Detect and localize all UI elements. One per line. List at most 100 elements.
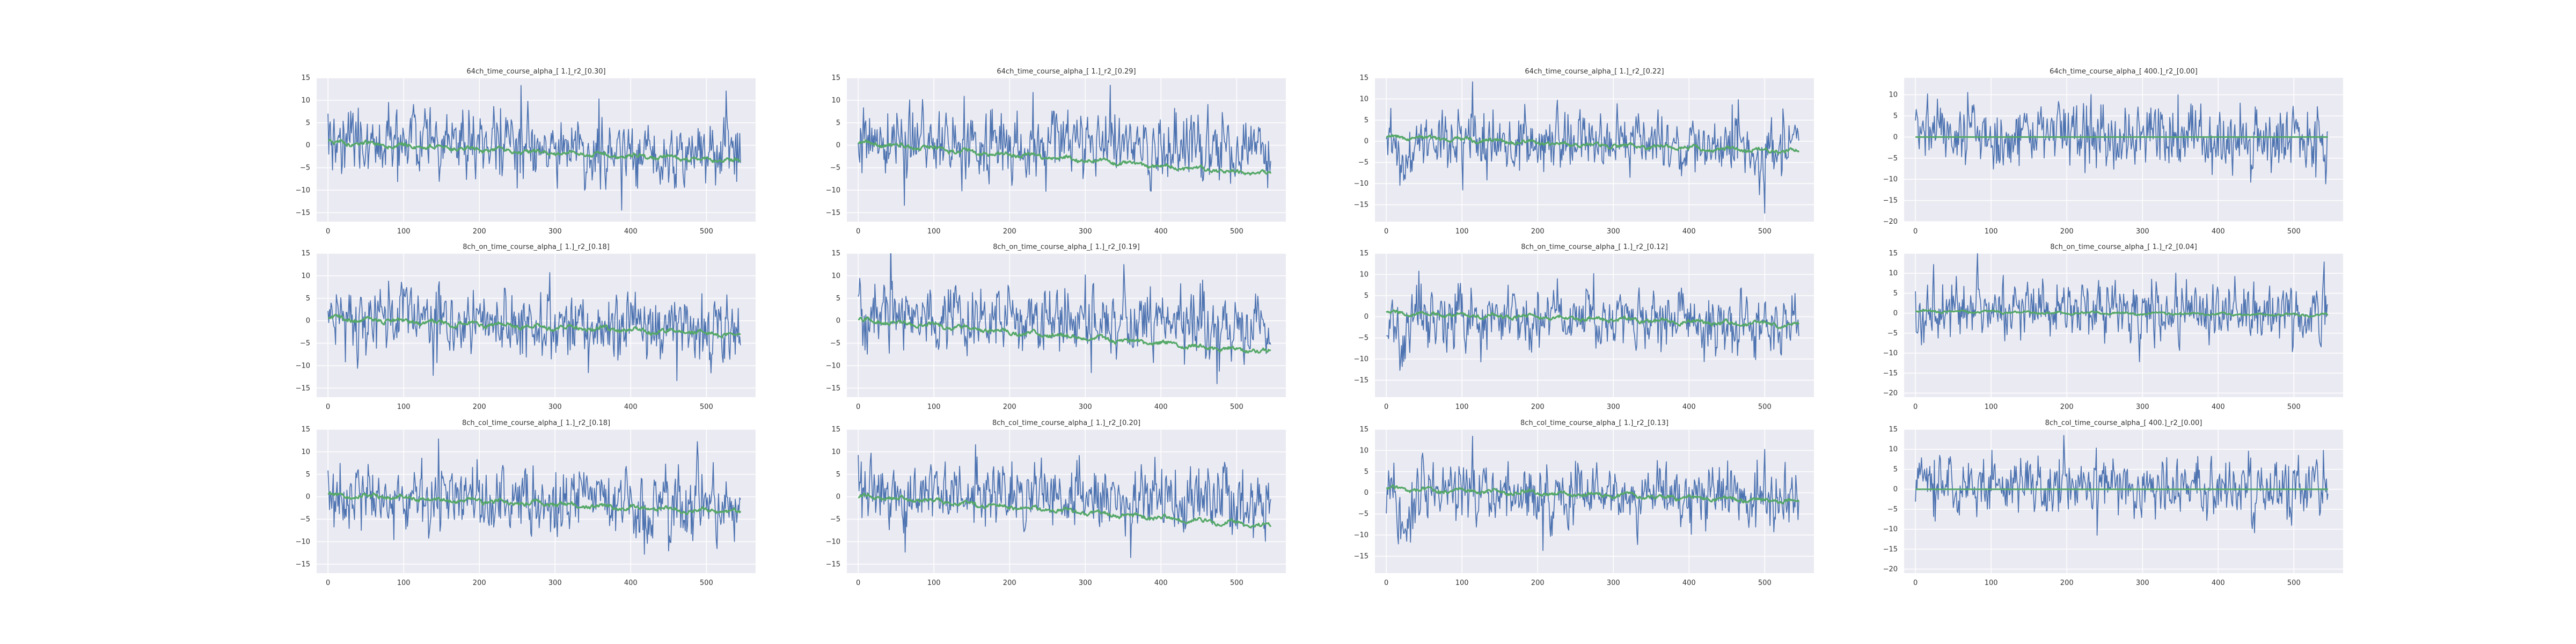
x-tick-label: 200 xyxy=(473,403,486,411)
raw-timecourse-line xyxy=(1386,435,1799,551)
x-tick-label: 200 xyxy=(1003,228,1016,236)
plot-area xyxy=(1904,78,2343,222)
x-tick-label: 500 xyxy=(700,403,713,411)
x-tick-label: 400 xyxy=(624,403,638,411)
x-tick-label: 300 xyxy=(1079,228,1092,236)
y-tick-label: 0 xyxy=(306,142,310,150)
x-tick-label: 100 xyxy=(927,228,941,236)
y-tick-label: 10 xyxy=(1359,270,1368,279)
y-tick-label: 10 xyxy=(1359,447,1368,455)
y-tick-label: 5 xyxy=(836,295,840,303)
x-tick-label: 100 xyxy=(397,403,411,411)
subplot: 0 100 200 300 400 500 15 10 5 0 −5 −10 −15 8ch_col_ti… xyxy=(826,419,1286,587)
subplot: 0 100 200 300 400 500 15 10 5 0 −5 −10 −15 64ch_time_… xyxy=(1354,68,1814,236)
y-tick-label: 15 xyxy=(831,74,840,82)
y-tick-label: 5 xyxy=(1364,468,1368,476)
x-tick-label: 200 xyxy=(1003,579,1016,587)
fitted-timecourse-line xyxy=(327,492,742,515)
y-tick-label: 5 xyxy=(306,471,310,479)
x-tick-label: 100 xyxy=(1985,403,1998,411)
fitted-timecourse-line xyxy=(327,138,741,163)
subplot: 0 100 200 300 400 500 15 10 5 0 −5 −10 −15 8ch_col_ti… xyxy=(1354,419,1814,587)
raw-timecourse-line xyxy=(1386,270,1799,371)
x-tick-label: 400 xyxy=(1682,579,1696,587)
y-tick-label: 0 xyxy=(836,317,840,325)
y-tick-label: 10 xyxy=(831,448,840,456)
x-tick-label: 0 xyxy=(326,403,330,411)
x-tick-label: 500 xyxy=(700,579,713,587)
subplot-title: 8ch_on_time_course_alpha_[ 1.]_r2_[0.04] xyxy=(2050,243,2197,251)
x-tick-label: 400 xyxy=(2212,228,2225,236)
x-tick-label: 400 xyxy=(1154,403,1168,411)
x-tick-label: 100 xyxy=(927,403,941,411)
plot-area xyxy=(1904,253,2343,397)
y-tick-label: 15 xyxy=(831,426,840,434)
raw-timecourse-line xyxy=(1915,253,2328,362)
x-tick-label: 400 xyxy=(1682,228,1696,236)
fitted-timecourse-line xyxy=(1915,309,2329,318)
y-tick-label: −15 xyxy=(1883,197,1898,205)
fitted-timecourse-line xyxy=(1386,134,1800,155)
y-tick-label: −15 xyxy=(1354,376,1368,384)
raw-timecourse-line xyxy=(327,272,741,382)
y-tick-label: −5 xyxy=(1358,159,1368,167)
y-tick-label: 5 xyxy=(1893,289,1898,297)
fitted-timecourse-line xyxy=(1386,484,1800,504)
y-tick-label: −5 xyxy=(1887,506,1898,514)
y-tick-label: 0 xyxy=(836,142,840,150)
y-tick-label: −5 xyxy=(300,164,310,172)
subplot-title: 8ch_col_time_course_alpha_[ 400.]_r2_[0.… xyxy=(2045,419,2202,427)
y-tick-label: −20 xyxy=(1883,390,1898,398)
y-tick-label: −20 xyxy=(1883,566,1898,574)
subplot-title: 8ch_col_time_course_alpha_[ 1.]_r2_[0.20… xyxy=(992,419,1140,427)
fitted-timecourse-line xyxy=(1386,309,1800,330)
fitted-timecourse-line xyxy=(328,313,741,339)
plot-area xyxy=(317,78,756,222)
x-tick-label: 200 xyxy=(1531,228,1545,236)
y-tick-label: 0 xyxy=(836,493,840,501)
x-tick-label: 0 xyxy=(1913,403,1918,411)
y-tick-label: 15 xyxy=(301,250,310,258)
fitted-timecourse-line xyxy=(858,316,1271,354)
y-tick-label: 0 xyxy=(306,317,310,325)
y-tick-label: 5 xyxy=(1893,112,1898,120)
x-tick-label: 400 xyxy=(1154,228,1168,236)
x-tick-label: 500 xyxy=(2287,228,2301,236)
x-tick-label: 0 xyxy=(326,579,330,587)
y-tick-label: 15 xyxy=(1889,250,1898,258)
y-tick-label: 10 xyxy=(831,97,840,105)
y-tick-label: −10 xyxy=(1883,525,1898,533)
x-tick-label: 500 xyxy=(1230,228,1243,236)
y-tick-label: 15 xyxy=(301,74,310,82)
y-tick-label: −5 xyxy=(300,516,310,524)
y-tick-label: 15 xyxy=(301,426,310,434)
y-tick-label: 10 xyxy=(301,97,310,105)
x-tick-label: 400 xyxy=(624,228,638,236)
x-tick-label: 100 xyxy=(397,579,411,587)
x-tick-label: 200 xyxy=(2060,403,2074,411)
x-tick-label: 500 xyxy=(1230,579,1243,587)
x-tick-label: 200 xyxy=(2060,228,2074,236)
x-tick-label: 300 xyxy=(548,403,562,411)
y-tick-label: −15 xyxy=(1354,552,1368,560)
raw-timecourse-line xyxy=(858,84,1271,206)
y-tick-label: 10 xyxy=(1359,95,1368,103)
subplot-title: 8ch_col_time_course_alpha_[ 1.]_r2_[0.18… xyxy=(462,419,610,427)
y-tick-label: −15 xyxy=(296,209,310,217)
subplot: 0 100 200 300 400 500 15 10 5 0 −5 −10 −15 64ch_time_… xyxy=(296,68,756,236)
y-tick-label: 0 xyxy=(1893,133,1898,141)
x-tick-label: 100 xyxy=(1985,579,1998,587)
raw-timecourse-line xyxy=(858,444,1271,558)
x-tick-label: 300 xyxy=(1607,228,1620,236)
x-tick-label: 400 xyxy=(2212,579,2225,587)
subplot: 0 100 200 300 400 500 15 10 5 0 −5 −10 −15 8ch_col_ti… xyxy=(296,419,756,587)
x-tick-label: 500 xyxy=(2287,579,2301,587)
y-tick-label: −5 xyxy=(830,164,840,172)
x-tick-label: 300 xyxy=(2136,579,2149,587)
raw-timecourse-line xyxy=(1915,435,2329,536)
y-tick-label: 0 xyxy=(1893,486,1898,494)
y-tick-label: 0 xyxy=(1364,313,1368,321)
raw-timecourse-line xyxy=(1386,81,1799,214)
y-tick-label: −10 xyxy=(296,538,310,546)
